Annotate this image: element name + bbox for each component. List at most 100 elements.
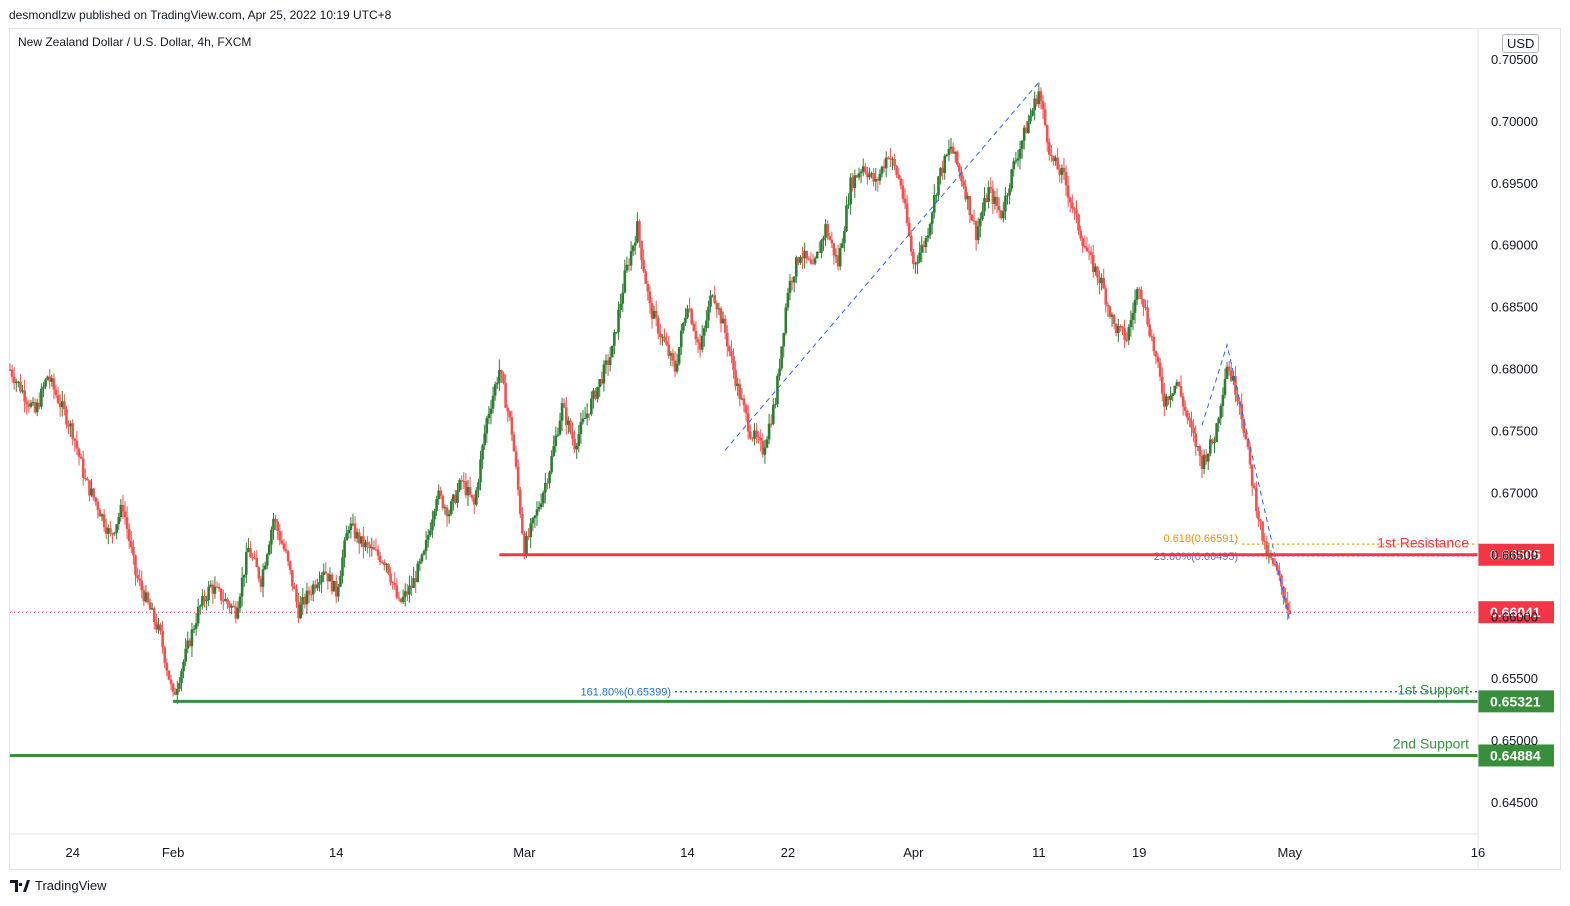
candle-body bbox=[270, 529, 273, 545]
candle-body bbox=[1062, 167, 1066, 173]
candle-body bbox=[813, 258, 817, 264]
candle-body bbox=[201, 595, 204, 606]
candle-body bbox=[180, 671, 183, 684]
x-tick-label: 14 bbox=[329, 845, 343, 860]
candle-body bbox=[25, 401, 29, 405]
candle-body bbox=[853, 175, 857, 189]
chart-frame bbox=[9, 28, 1561, 870]
candle-body bbox=[198, 605, 202, 607]
candle-body bbox=[418, 561, 422, 564]
candle-body bbox=[1169, 395, 1172, 400]
candle-body bbox=[556, 434, 560, 436]
x-tick-label: 11 bbox=[1032, 845, 1046, 860]
candle-body bbox=[393, 583, 397, 586]
candle-body bbox=[916, 261, 919, 264]
candle-body bbox=[579, 421, 583, 434]
candle-body bbox=[939, 167, 942, 177]
candle-body bbox=[1280, 575, 1283, 587]
candle-body bbox=[765, 439, 769, 448]
candle-body bbox=[866, 172, 869, 178]
candle-body bbox=[993, 196, 997, 204]
candle-body bbox=[1244, 432, 1248, 440]
candle-body bbox=[801, 257, 804, 259]
candle-body bbox=[1020, 140, 1024, 149]
candle-body bbox=[573, 438, 576, 450]
candle-body bbox=[1127, 327, 1131, 341]
candle-body bbox=[58, 402, 62, 408]
candle-body bbox=[307, 590, 311, 595]
candle-body bbox=[242, 574, 246, 578]
candle-body bbox=[1012, 161, 1016, 170]
candle-body bbox=[778, 368, 781, 376]
candle-body bbox=[462, 480, 466, 482]
y-tick-label: 0.69000 bbox=[1491, 238, 1538, 253]
candle-body bbox=[663, 336, 666, 342]
candle-body bbox=[491, 395, 495, 409]
candle-body bbox=[876, 179, 880, 181]
candle-body bbox=[1196, 446, 1200, 448]
candle-body bbox=[780, 346, 783, 369]
candle-body bbox=[1064, 172, 1068, 186]
candle-body bbox=[117, 517, 121, 525]
candle-body bbox=[914, 263, 917, 265]
candle-body bbox=[182, 661, 185, 672]
candle-body bbox=[529, 523, 533, 538]
candle-body bbox=[790, 280, 794, 283]
candle-body bbox=[832, 243, 836, 256]
candle-body bbox=[610, 345, 614, 358]
candle-body bbox=[127, 529, 131, 542]
candle-body bbox=[1229, 370, 1233, 381]
candle-body bbox=[261, 569, 265, 587]
candle-body bbox=[10, 369, 14, 377]
candle-body bbox=[836, 255, 840, 267]
candle-body bbox=[1106, 304, 1110, 307]
candle-body bbox=[619, 303, 622, 310]
currency-label[interactable]: USD bbox=[1502, 34, 1540, 53]
candle-body bbox=[1091, 255, 1095, 272]
candle-body bbox=[276, 521, 279, 532]
candle-body bbox=[728, 346, 731, 352]
candle-body bbox=[232, 605, 236, 607]
candle-body bbox=[234, 606, 238, 619]
candle-body bbox=[92, 488, 95, 498]
y-tick-label: 0.67000 bbox=[1491, 485, 1538, 500]
candle-body bbox=[631, 245, 635, 252]
candle-body bbox=[71, 423, 75, 439]
candle-body bbox=[677, 347, 681, 364]
candle-body bbox=[924, 238, 928, 248]
fib-236-label: 23.60%(0.66495) bbox=[1154, 551, 1238, 563]
candle-body bbox=[481, 445, 484, 460]
candle-body bbox=[702, 328, 706, 336]
candle-body bbox=[541, 492, 545, 504]
candle-body bbox=[113, 532, 116, 534]
candle-body bbox=[955, 151, 959, 165]
y-tick-label: 0.70500 bbox=[1491, 52, 1538, 67]
candle-body bbox=[1129, 320, 1133, 328]
symbol-title: New Zealand Dollar / U.S. Dollar, 4h, FX… bbox=[18, 35, 252, 49]
candle-body bbox=[1167, 396, 1170, 400]
candle-body bbox=[245, 552, 248, 575]
candle-body bbox=[533, 515, 537, 519]
candle-body bbox=[100, 514, 104, 517]
candle-body bbox=[397, 597, 401, 599]
candle-body bbox=[230, 605, 233, 608]
candle-body bbox=[29, 403, 33, 407]
candle-body bbox=[81, 458, 85, 478]
candle-body bbox=[479, 459, 482, 483]
candle-body bbox=[953, 151, 957, 154]
candle-body bbox=[769, 423, 773, 425]
candle-body bbox=[905, 203, 909, 223]
candle-body bbox=[707, 306, 710, 321]
candle-body bbox=[849, 177, 852, 205]
candle-body bbox=[945, 154, 949, 156]
candle-body bbox=[416, 563, 420, 582]
candle-body bbox=[1240, 404, 1243, 420]
candle-body bbox=[625, 264, 629, 271]
candle-body bbox=[1265, 541, 1269, 556]
candle-body bbox=[1146, 307, 1149, 325]
candle-body bbox=[65, 409, 68, 425]
x-tick-label: 16 bbox=[1471, 845, 1485, 860]
candle-body bbox=[1250, 464, 1254, 486]
candle-body bbox=[644, 271, 648, 284]
